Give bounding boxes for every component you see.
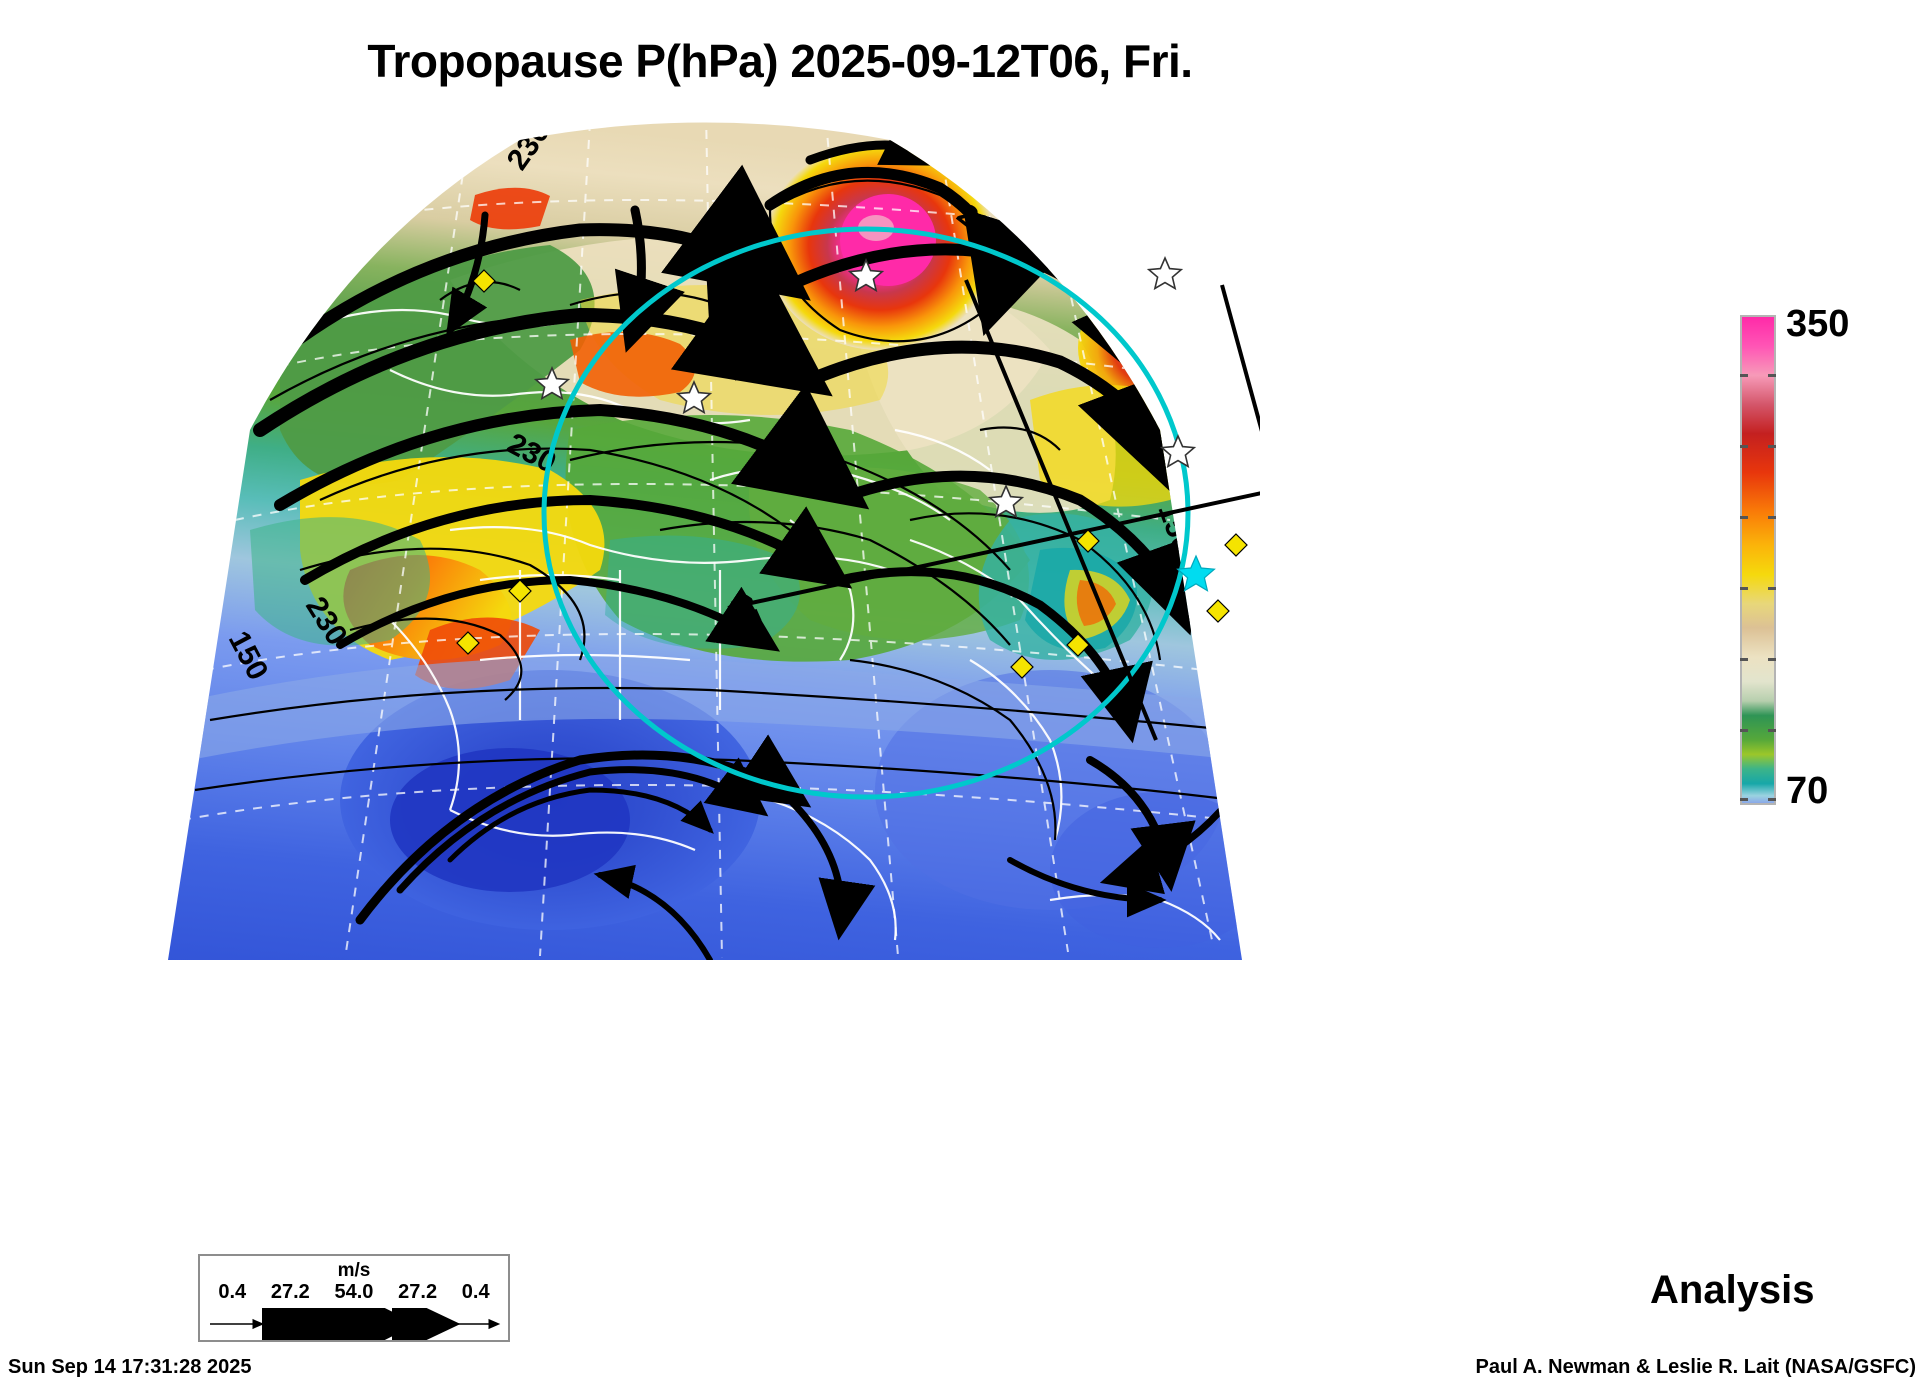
colorbar[interactable]: 350 70 [1740,303,1910,825]
colorbar-gradient [1740,315,1776,805]
yellow-diamond-icon [472,269,496,293]
teal-band-west [250,517,430,646]
wind-speed-legend: m/s 0.4 27.2 54.0 27.2 0.4 [198,1254,510,1342]
white-star-icon [987,483,1025,519]
yellow-diamond-icon [1076,529,1100,553]
wind-legend-unit-label: m/s [337,1260,371,1281]
wind-legend-value: 27.2 [270,1281,310,1303]
flight-track-1 [964,279,1158,741]
yellow-diamond-icon [1010,655,1034,679]
yellow-diamond-icon [456,631,480,655]
generation-timestamp: Sun Sep 14 17:31:28 2025 [8,1356,252,1378]
map-markers[interactable] [456,255,1248,679]
yellow-diamond-icon [508,579,532,603]
wind-legend-value: 54.0 [334,1281,374,1303]
green-airmass-northwest [280,245,595,485]
colorbar-max-label: 350 [1786,303,1850,345]
map-panel[interactable]: 230 230 230 230 230 150 150 150 [150,100,1260,960]
low-core-southeast [1050,792,1242,948]
white-star-icon [1159,433,1197,469]
wind-legend-arrow-scale [210,1308,501,1340]
transitional-band-south [180,656,1240,762]
wind-legend-values: 0.4 27.2 54.0 27.2 0.4 [200,1281,508,1304]
white-star-markers[interactable] [533,255,1197,519]
flight-track-2 [727,491,1260,610]
region-of-interest-circle[interactable] [541,226,1191,800]
white-star-icon [533,365,571,401]
page-title: Tropopause P(hPa) 2025-09-12T06, Fri. [367,35,1193,87]
white-star-icon [847,257,885,293]
credit-line: Paul A. Newman & Leslie R. Lait (NASA/GS… [1475,1356,1916,1378]
yellow-diamond-icon [1224,533,1248,557]
flight-track-3 [1220,284,1260,432]
white-star-icon [675,379,713,415]
cyan-star-icon [1176,554,1216,592]
orange-core-top-left [470,187,550,230]
wind-legend-value: 27.2 [398,1281,438,1303]
flight-tracks[interactable] [727,279,1260,741]
analysis-label: Analysis [1650,1268,1815,1312]
yellow-diamond-icon [1066,633,1090,657]
wind-legend-value: 0.4 [461,1281,490,1303]
low-core-south [390,748,630,892]
yellow-diamond-icon [1206,599,1230,623]
tropopause-pressure-map[interactable]: 230 230 230 230 230 150 150 150 [150,100,1260,960]
warm-blob-northeast-core [1140,326,1196,374]
white-star-icon [1146,255,1184,291]
wind-legend-value: 0.4 [218,1281,247,1303]
cyan-star-markers[interactable] [1176,554,1216,592]
colorbar-min-label: 70 [1786,770,1829,812]
yellow-diamond-markers[interactable] [456,269,1248,679]
